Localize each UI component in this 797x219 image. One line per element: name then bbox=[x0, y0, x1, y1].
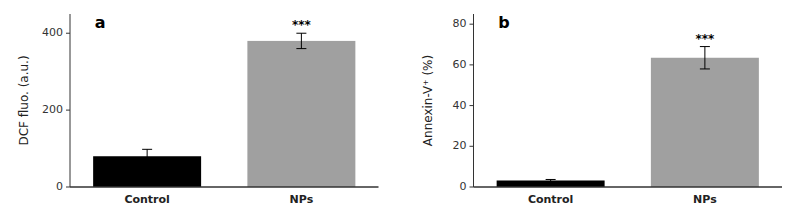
x-axis-line bbox=[70, 186, 379, 188]
x-tick-label: NPs bbox=[693, 193, 717, 206]
y-tick-label: 60 bbox=[453, 58, 467, 71]
y-tick bbox=[66, 187, 70, 188]
y-tick bbox=[470, 146, 474, 147]
error-cap bbox=[142, 163, 152, 164]
error-bar bbox=[142, 149, 152, 163]
error-bar bbox=[546, 179, 556, 181]
panel-label: b bbox=[498, 13, 509, 32]
y-axis-label: Annexin-V⁺ (%) bbox=[421, 55, 435, 146]
bar bbox=[651, 58, 759, 187]
y-axis-line bbox=[70, 14, 71, 187]
y-axis-label: DCF fluo. (a.u.) bbox=[17, 55, 31, 145]
x-tick-label: NPs bbox=[290, 193, 314, 206]
y-axis-line bbox=[473, 14, 474, 187]
bar bbox=[247, 41, 355, 187]
y-tick bbox=[470, 64, 474, 65]
x-tick-label: Control bbox=[124, 193, 169, 206]
error-cap bbox=[296, 48, 306, 49]
panel: *** 0 20 40 60 80 Control NPs Annexin-V⁺ (%) b bbox=[421, 13, 783, 206]
y-tick-label: 0 bbox=[460, 180, 467, 193]
y-tick bbox=[470, 24, 474, 25]
y-tick-label: 40 bbox=[453, 99, 467, 112]
y-tick-label: 400 bbox=[42, 26, 63, 39]
y-tick-label: 20 bbox=[453, 139, 467, 152]
y-tick bbox=[66, 110, 70, 111]
error-cap bbox=[700, 46, 710, 47]
error-cap bbox=[700, 68, 710, 69]
error-line bbox=[704, 47, 705, 69]
error-line bbox=[301, 33, 302, 48]
figure: ***0200400ControlNPsDCF fluo. (a.u.)a***… bbox=[0, 0, 797, 219]
marks bbox=[93, 33, 355, 187]
y-tick-label: 80 bbox=[453, 17, 467, 30]
error-line bbox=[147, 149, 148, 163]
bar bbox=[497, 180, 605, 187]
y-tick-label: 0 bbox=[56, 180, 63, 193]
error-cap bbox=[546, 181, 556, 182]
y-tick-label: 200 bbox=[42, 103, 63, 116]
marks bbox=[497, 47, 759, 187]
significance-label: *** bbox=[292, 18, 312, 32]
error-cap bbox=[296, 33, 306, 34]
y-tick bbox=[470, 187, 474, 188]
panel: *** 0 200 400 Control NPs DCF fluo. (a.u.) a bbox=[17, 13, 379, 206]
panel-label: a bbox=[95, 13, 106, 32]
significance-label: *** bbox=[695, 32, 715, 46]
error-cap bbox=[546, 179, 556, 180]
error-bar bbox=[296, 33, 306, 48]
error-bar bbox=[700, 47, 710, 69]
y-tick bbox=[66, 33, 70, 34]
y-tick bbox=[470, 105, 474, 106]
x-tick-label: Control bbox=[528, 193, 573, 206]
x-axis-line bbox=[474, 186, 783, 188]
error-cap bbox=[142, 149, 152, 150]
